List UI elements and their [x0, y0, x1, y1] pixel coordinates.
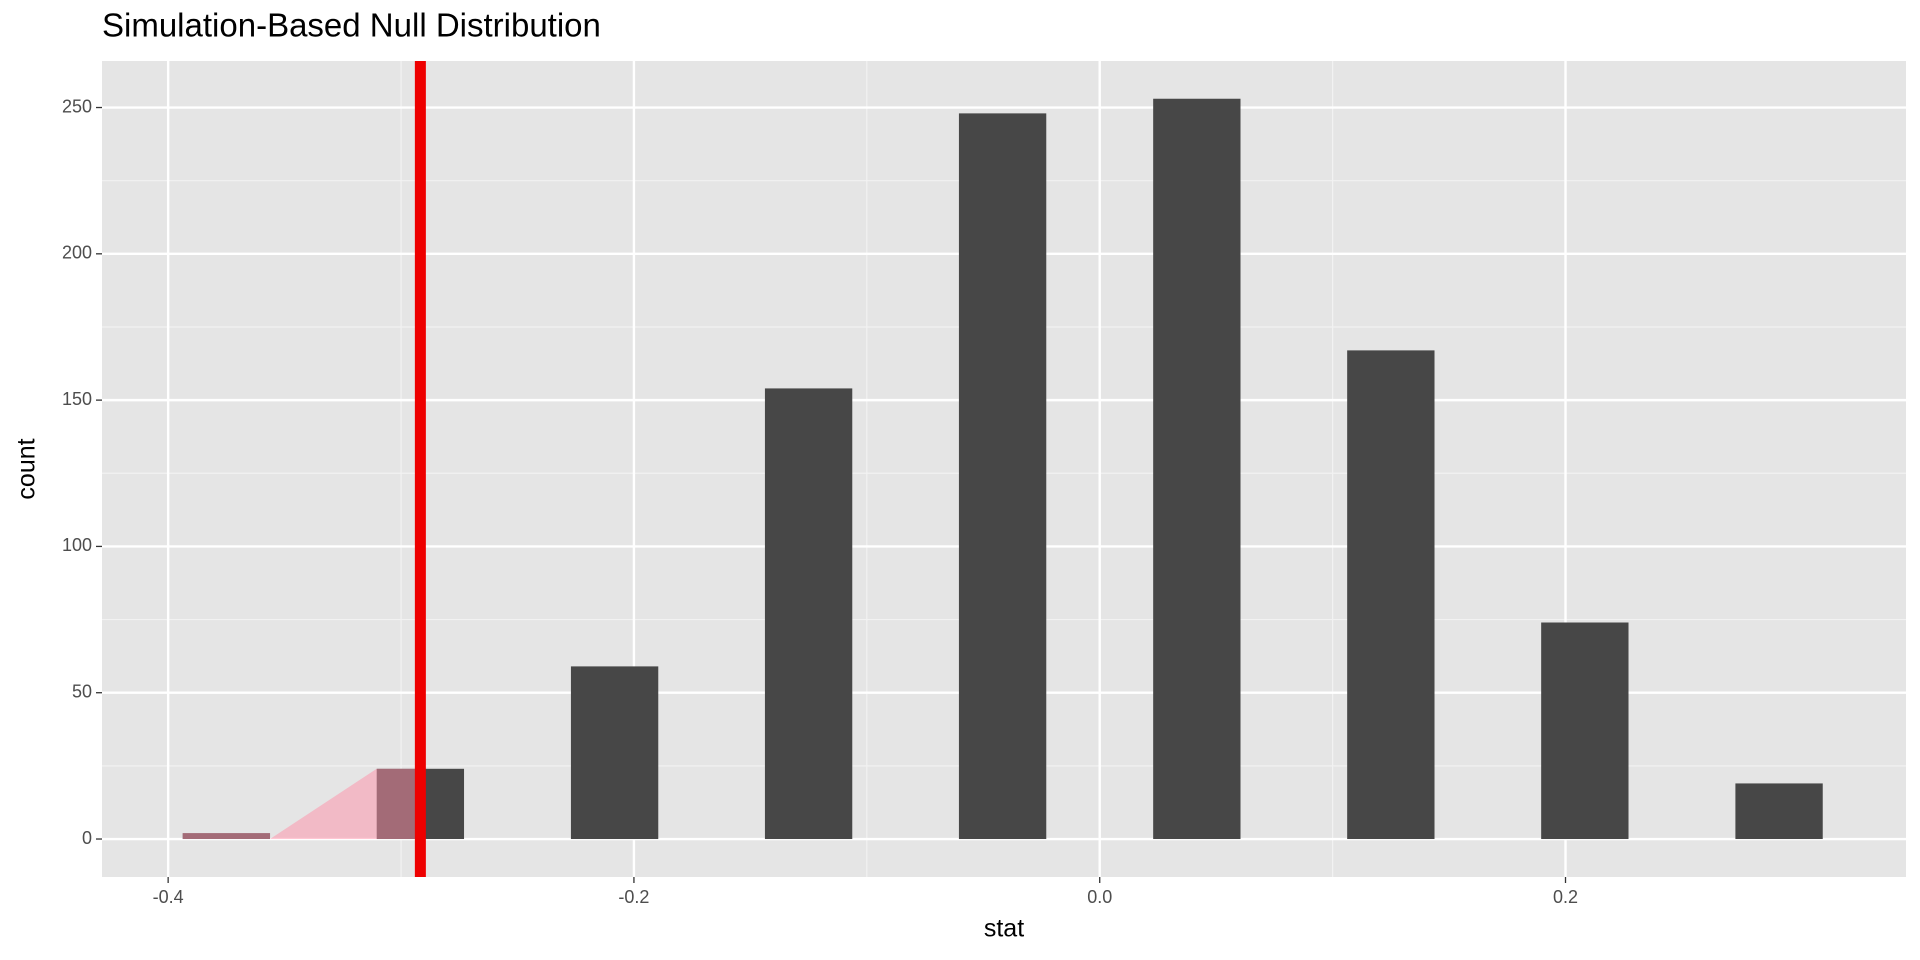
y-tick-label: 250	[62, 96, 92, 116]
y-tick-label: 0	[82, 828, 92, 848]
y-axis-title: count	[13, 438, 41, 499]
p-value-shade	[182, 768, 421, 840]
bar	[1153, 98, 1241, 840]
x-axis-title: stat	[984, 915, 1024, 943]
x-tick-label: -0.2	[618, 887, 649, 907]
bar	[570, 666, 659, 840]
y-tick-label: 50	[72, 681, 92, 701]
x-tick-label: -0.4	[153, 887, 184, 907]
bar	[1347, 350, 1435, 840]
bar	[1735, 783, 1823, 840]
x-tick-label: 0.0	[1087, 887, 1112, 907]
x-tick-label: 0.2	[1553, 887, 1578, 907]
y-tick-label: 100	[62, 535, 92, 555]
chart-title: Simulation-Based Null Distribution	[102, 7, 601, 44]
marks	[182, 61, 1823, 877]
y-tick-label: 200	[62, 243, 92, 263]
y-tick-label: 150	[62, 389, 92, 409]
bar	[764, 388, 853, 840]
bar	[1541, 622, 1629, 840]
bar	[958, 113, 1047, 840]
